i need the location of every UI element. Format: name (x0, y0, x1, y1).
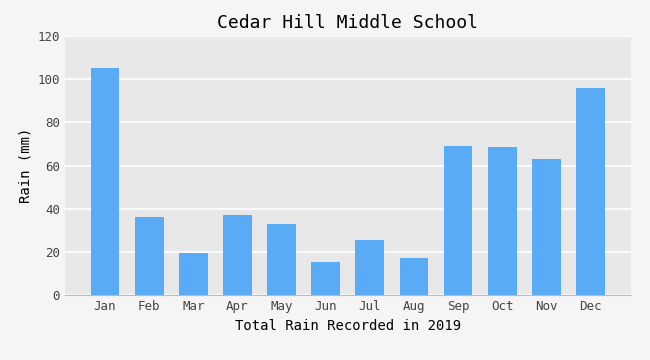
Bar (400, 258, 428, 295)
Bar (444, 146, 473, 295)
X-axis label: Total Rain Recorded in 2019: Total Rain Recorded in 2019 (235, 319, 461, 333)
Bar (356, 240, 384, 295)
Bar (311, 262, 340, 295)
Bar (179, 253, 207, 295)
Y-axis label: Rain (mm): Rain (mm) (18, 128, 32, 203)
Bar (576, 88, 604, 295)
Bar (91, 68, 120, 295)
Bar (135, 217, 164, 295)
Bar (488, 147, 517, 295)
Title: Cedar Hill Middle School: Cedar Hill Middle School (217, 14, 478, 32)
Bar (267, 224, 296, 295)
Bar (532, 159, 561, 295)
Bar (223, 215, 252, 295)
